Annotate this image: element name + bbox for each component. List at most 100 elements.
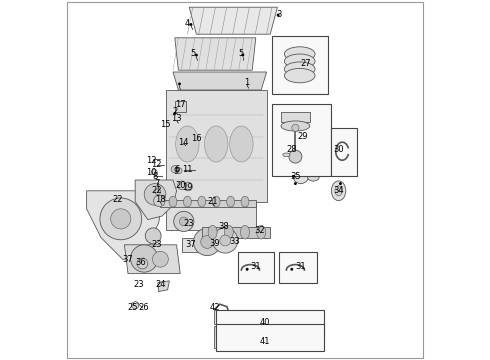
- Circle shape: [100, 198, 142, 240]
- Circle shape: [178, 181, 186, 190]
- Polygon shape: [173, 72, 267, 90]
- Ellipse shape: [169, 196, 177, 207]
- Polygon shape: [124, 245, 180, 274]
- Text: 23: 23: [184, 219, 195, 228]
- Text: 32: 32: [254, 226, 265, 235]
- Circle shape: [155, 189, 161, 195]
- Text: 9: 9: [174, 166, 179, 175]
- Text: 22: 22: [112, 195, 122, 204]
- Circle shape: [174, 211, 194, 231]
- Circle shape: [339, 182, 342, 185]
- Bar: [218, 329, 320, 346]
- Circle shape: [184, 182, 193, 191]
- Text: 40: 40: [260, 318, 270, 327]
- Circle shape: [176, 168, 182, 174]
- Ellipse shape: [241, 196, 249, 207]
- Bar: [272, 104, 331, 176]
- Circle shape: [137, 258, 148, 269]
- Text: 7: 7: [154, 179, 159, 188]
- Polygon shape: [189, 7, 277, 34]
- Ellipse shape: [227, 196, 235, 207]
- Ellipse shape: [331, 181, 346, 201]
- Text: 1: 1: [244, 78, 249, 87]
- Polygon shape: [175, 101, 186, 112]
- Text: 30: 30: [333, 145, 344, 154]
- Circle shape: [294, 182, 297, 185]
- Circle shape: [245, 268, 248, 271]
- Text: 36: 36: [135, 258, 146, 267]
- Ellipse shape: [284, 47, 315, 61]
- Polygon shape: [175, 38, 256, 70]
- Circle shape: [171, 166, 178, 173]
- Text: 37: 37: [122, 255, 133, 264]
- Text: 41: 41: [260, 338, 270, 346]
- Text: 5: 5: [190, 49, 196, 58]
- Circle shape: [132, 302, 139, 309]
- Bar: [331, 128, 357, 176]
- Text: 35: 35: [290, 172, 301, 181]
- Circle shape: [242, 54, 245, 57]
- Text: 19: 19: [182, 183, 193, 192]
- Bar: [216, 310, 324, 338]
- Text: 6: 6: [174, 165, 179, 174]
- Ellipse shape: [230, 126, 253, 162]
- Text: 12: 12: [151, 161, 162, 169]
- Text: 16: 16: [191, 134, 202, 143]
- Polygon shape: [160, 200, 256, 207]
- Polygon shape: [135, 180, 176, 220]
- Polygon shape: [166, 90, 267, 230]
- Text: 22: 22: [151, 186, 162, 195]
- Circle shape: [194, 228, 221, 256]
- Polygon shape: [158, 281, 170, 292]
- Circle shape: [195, 54, 198, 57]
- Text: 31: 31: [250, 262, 261, 271]
- Circle shape: [291, 268, 293, 271]
- Text: 34: 34: [333, 186, 344, 195]
- Ellipse shape: [257, 225, 266, 239]
- Circle shape: [145, 228, 161, 244]
- Ellipse shape: [281, 121, 310, 131]
- Ellipse shape: [335, 186, 342, 196]
- Bar: [281, 112, 310, 122]
- Text: 42: 42: [209, 303, 220, 312]
- Text: 10: 10: [146, 167, 157, 176]
- Ellipse shape: [284, 68, 315, 83]
- Bar: [215, 326, 324, 348]
- Circle shape: [213, 228, 238, 253]
- Text: 14: 14: [178, 138, 189, 147]
- Text: 13: 13: [172, 114, 182, 123]
- Text: 18: 18: [155, 195, 166, 204]
- Ellipse shape: [308, 173, 319, 181]
- Circle shape: [201, 235, 214, 248]
- Bar: [279, 252, 317, 283]
- Bar: [218, 312, 320, 321]
- Circle shape: [220, 235, 231, 246]
- Ellipse shape: [198, 196, 206, 207]
- Circle shape: [111, 209, 131, 229]
- Text: 8: 8: [152, 172, 158, 181]
- Circle shape: [289, 150, 302, 163]
- Circle shape: [151, 169, 157, 175]
- Ellipse shape: [283, 153, 290, 157]
- Text: 23: 23: [133, 280, 144, 289]
- Text: 33: 33: [229, 237, 240, 246]
- Text: 21: 21: [207, 197, 218, 206]
- Circle shape: [152, 251, 169, 267]
- Circle shape: [292, 124, 299, 131]
- Text: 39: 39: [209, 239, 220, 248]
- Bar: [272, 36, 328, 94]
- Circle shape: [277, 14, 280, 17]
- Text: 15: 15: [160, 120, 171, 129]
- Polygon shape: [87, 191, 162, 263]
- Bar: [216, 324, 324, 351]
- Text: 25: 25: [127, 303, 138, 312]
- Text: 20: 20: [175, 181, 185, 190]
- Circle shape: [144, 184, 166, 205]
- Circle shape: [179, 217, 188, 226]
- Bar: [182, 238, 198, 252]
- Text: 23: 23: [151, 240, 162, 249]
- Ellipse shape: [284, 54, 315, 68]
- Bar: [215, 310, 324, 324]
- Text: 26: 26: [138, 303, 149, 312]
- Bar: [238, 252, 274, 283]
